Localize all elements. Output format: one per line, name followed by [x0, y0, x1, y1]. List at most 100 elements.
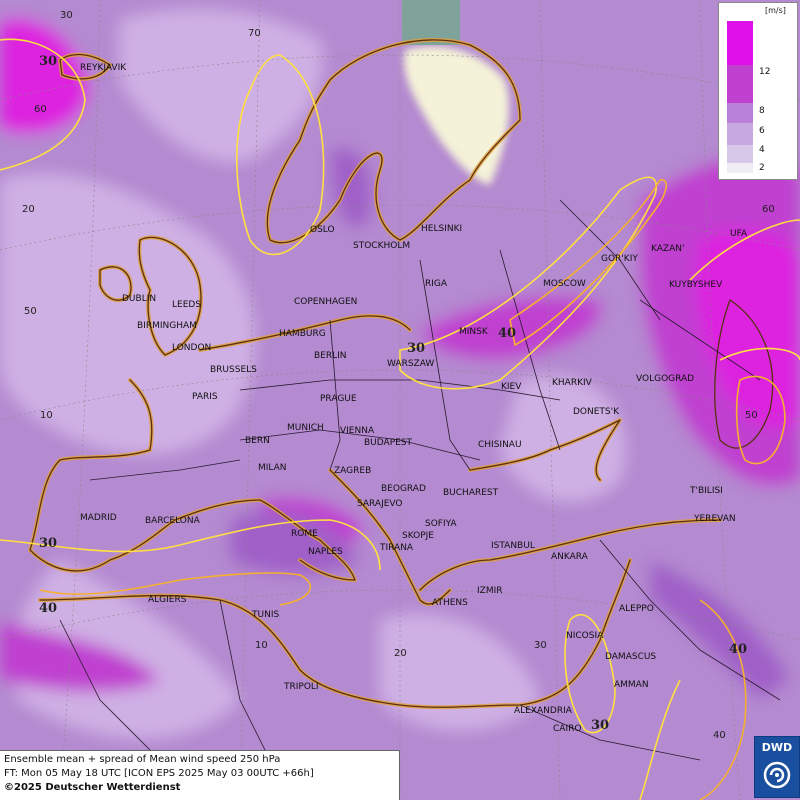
city-label: NAPLES	[308, 547, 343, 557]
city-label: PARIS	[192, 392, 218, 402]
grid-label: 50	[745, 410, 758, 421]
city-label: REYKJAVIK	[80, 63, 127, 73]
city-label: TIRANA	[379, 543, 414, 553]
city-label: BIRMINGHAM	[137, 321, 197, 331]
contour-label: 30	[407, 341, 425, 356]
city-label: BEOGRAD	[381, 484, 426, 494]
legend-swatch-2	[727, 145, 753, 163]
legend-swatch-8	[727, 65, 753, 103]
contour-label: 40	[729, 642, 747, 657]
info-box: Ensemble mean + spread of Mean wind spee…	[0, 750, 400, 800]
low-spread-area	[404, 46, 510, 185]
contour-label: 30	[39, 536, 57, 551]
city-label: OSLO	[310, 225, 335, 235]
city-label: BUCHAREST	[443, 488, 499, 498]
city-label: AMMAN	[614, 680, 649, 690]
no-data-area	[402, 0, 460, 45]
dwd-logo: DWD	[754, 736, 800, 798]
city-label: ROME	[291, 529, 318, 539]
grid-label: 10	[255, 640, 268, 651]
swirl-icon	[763, 761, 791, 789]
isotach-30-med	[0, 519, 381, 571]
city-label: KAZAN'	[651, 244, 684, 254]
city-label: VIENNA	[340, 426, 375, 436]
city-label: SKOPJE	[402, 531, 434, 541]
city-label: DUBLIN	[122, 294, 156, 304]
city-label: YEREVAN	[693, 514, 736, 524]
grid-label: 20	[22, 204, 35, 215]
isotach-40-volga	[735, 375, 786, 465]
city-label: NICOSIA	[566, 631, 604, 641]
city-label: TUNIS	[251, 610, 279, 620]
grid-label: 30	[60, 10, 73, 21]
contour-label: 40	[498, 326, 516, 341]
grid-label: 50	[24, 306, 37, 317]
isotach-30-egypt	[564, 613, 616, 734]
legend-swatch-0	[727, 163, 753, 173]
city-label: LONDON	[172, 343, 211, 353]
city-label: DAMASCUS	[605, 652, 656, 662]
city-label: STOCKHOLM	[353, 241, 410, 251]
city-label: ATHENS	[432, 598, 468, 608]
grid-label: 60	[34, 104, 47, 115]
color-legend: [m/s] 12 8 6 4 2	[718, 2, 798, 180]
legend-label: 2	[759, 163, 765, 173]
grid-label: 40	[713, 730, 726, 741]
city-label: BRUSSELS	[210, 365, 257, 375]
city-label: BERN	[245, 436, 270, 446]
copyright: ©2025 Deutscher Wetterdienst	[4, 782, 181, 793]
legend-label: 12	[759, 67, 771, 77]
city-label: DONETS'K	[573, 407, 620, 417]
legend-label: 6	[759, 126, 765, 136]
grid-label: 10	[40, 410, 53, 421]
city-label: KIEV	[501, 382, 522, 392]
city-label: COPENHAGEN	[294, 297, 357, 307]
isotach-30-ural	[689, 219, 800, 281]
legend-swatch-4	[727, 123, 753, 145]
city-label: PRAGUE	[320, 394, 357, 404]
city-label: ALEPPO	[619, 604, 654, 614]
legend-unit: [m/s]	[765, 6, 786, 15]
city-label: T'BILISI	[689, 486, 723, 496]
isotach-30-scandinavia	[236, 54, 325, 256]
city-label: ISTANBUL	[491, 541, 535, 551]
city-label: IZMIR	[477, 586, 503, 596]
city-label: GOR'KIY	[601, 254, 638, 264]
city-label: MILAN	[258, 463, 287, 473]
map-title: Ensemble mean + spread of Mean wind spee…	[4, 754, 281, 765]
city-label: ZAGREB	[334, 466, 371, 476]
contour-label: 30	[591, 718, 609, 733]
city-label: ANKARA	[551, 552, 589, 562]
grid-labels: 30 70 60 20 50 10 60 50 20 30 10 40	[22, 10, 775, 741]
city-label: MADRID	[80, 513, 117, 523]
city-label: ALGIERS	[148, 595, 187, 605]
city-label: KUYBYSHEV	[669, 280, 723, 290]
isotach-40-med	[39, 572, 312, 606]
contour-label: 30	[39, 54, 57, 69]
contour-labels: 30 30 40 30 40 30 40	[39, 54, 747, 733]
legend-label: 8	[759, 106, 765, 116]
isotach-contours	[0, 38, 800, 800]
grid-label: 20	[394, 648, 407, 659]
city-label: HELSINKI	[421, 224, 462, 234]
city-label: MUNICH	[287, 423, 324, 433]
isotach-30-volga	[719, 347, 800, 361]
city-label: BARCELONA	[145, 516, 201, 526]
city-label: UFA	[730, 229, 748, 239]
forecast-time: FT: Mon 05 May 18 UTC [ICON EPS 2025 May…	[4, 768, 314, 779]
city-label: SARAJEVO	[357, 499, 403, 509]
contour-label: 40	[39, 601, 57, 616]
city-label: BUDAPEST	[364, 438, 413, 448]
city-label: BERLIN	[314, 351, 347, 361]
isotach-40-east	[509, 179, 668, 347]
legend-swatch-12	[727, 21, 753, 65]
city-label: MINSK	[459, 327, 489, 337]
isotach-30-iceland	[0, 38, 86, 171]
city-label: CAIRO	[553, 724, 581, 734]
dwd-logo-text: DWD	[761, 741, 793, 754]
city-label: WARSZAW	[387, 359, 434, 369]
city-label: ALEXANDRIA	[514, 706, 573, 716]
